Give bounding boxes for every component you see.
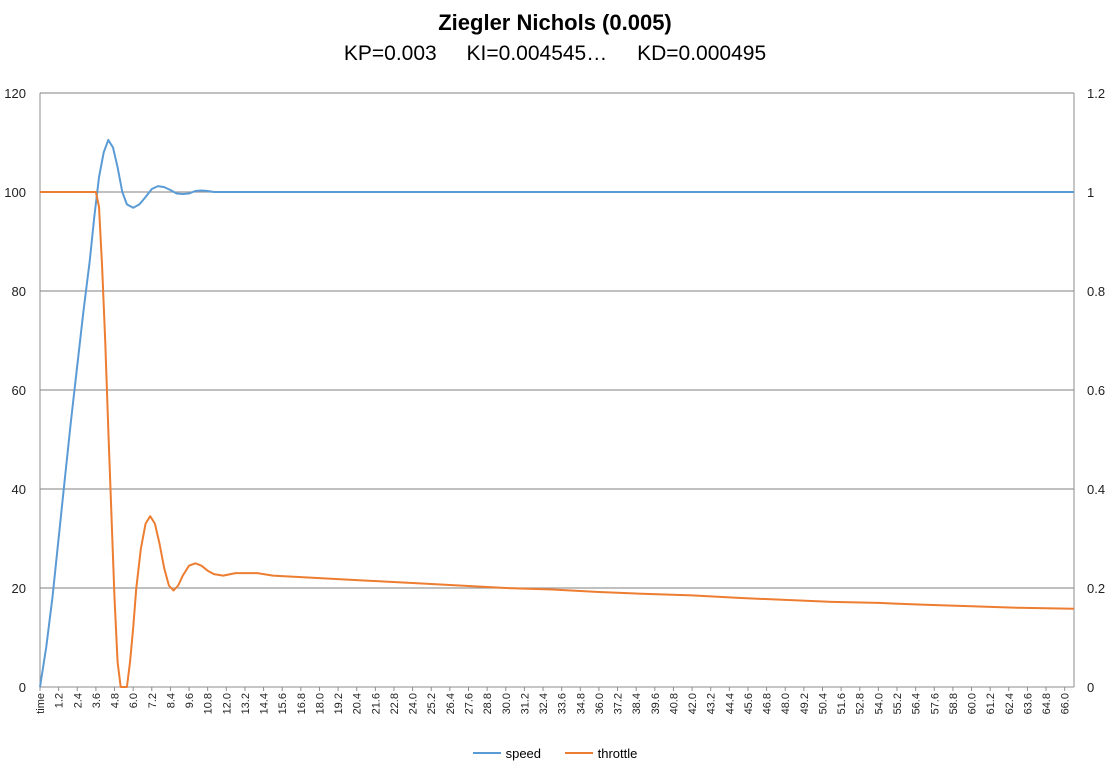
y-right-tick-label: 0.8 xyxy=(1087,284,1105,299)
x-tick-label: 49.2 xyxy=(799,693,811,714)
x-tick-label: 26.4 xyxy=(445,693,457,714)
legend: speed throttle xyxy=(0,742,1110,761)
series-line-throttle xyxy=(40,191,1075,688)
x-tick-label: 15.6 xyxy=(277,693,289,714)
chart-subtitle: KP=0.003 KI=0.004545… KD=0.000495 xyxy=(0,42,1110,66)
x-tick-label: 20.4 xyxy=(352,693,364,714)
x-tick-label: 24.0 xyxy=(408,693,420,714)
x-tick-label: 30.0 xyxy=(501,693,513,714)
y-axis-right: 0 0.2 0.4 0.6 0.8 1 1.2 xyxy=(1087,86,1105,695)
x-tick-label: 32.4 xyxy=(538,693,550,714)
x-tick-label: 52.8 xyxy=(855,693,867,714)
y-right-tick-label: 0.2 xyxy=(1087,581,1105,596)
x-tick-label: 58.8 xyxy=(948,693,960,714)
x-tick-label: 22.8 xyxy=(389,693,401,714)
series-layer xyxy=(39,139,1075,688)
x-axis: time 1.2 2.4 3.6 4.8 6.0 7.2 8.4 9.6 10.8 12.0 13.2… xyxy=(35,687,1072,714)
x-tick-label: 3.6 xyxy=(91,693,103,708)
legend-swatch-throttle xyxy=(564,752,593,754)
legend-swatch-speed xyxy=(472,752,501,754)
y-right-tick-label: 0 xyxy=(1087,680,1094,695)
x-tick-label: 34.8 xyxy=(575,693,587,714)
legend-label-throttle: throttle xyxy=(597,745,638,761)
x-tick-label: 46.8 xyxy=(762,693,774,714)
x-tick-label: 12.0 xyxy=(221,693,233,714)
x-tick-label: 28.8 xyxy=(482,693,494,714)
x-tick-label: 19.2 xyxy=(333,693,345,714)
x-tick-label: 60.0 xyxy=(967,693,979,714)
x-tick-label: 55.2 xyxy=(892,693,904,714)
x-tick-label: 57.6 xyxy=(929,693,941,714)
x-tick-label: 40.8 xyxy=(668,693,680,714)
y-axis-left: 0 20 40 60 80 100 120 xyxy=(4,86,26,695)
y-left-tick-label: 20 xyxy=(12,581,26,596)
x-tick-label: 18.0 xyxy=(314,693,326,714)
x-tick-label: 10.8 xyxy=(203,693,215,714)
x-tick-label: 48.0 xyxy=(780,693,792,714)
x-tick-label: 45.6 xyxy=(743,693,755,714)
x-tick-label: 66.0 xyxy=(1060,693,1072,714)
x-tick-label: 43.2 xyxy=(706,693,718,714)
x-tick-label: 21.6 xyxy=(370,693,382,714)
x-tick-label: 13.2 xyxy=(240,693,252,714)
x-tick-label: 31.2 xyxy=(519,693,531,714)
y-left-tick-label: 60 xyxy=(12,383,26,398)
x-tick-label: 54.0 xyxy=(873,693,885,714)
x-tick-label: time xyxy=(35,693,47,714)
x-tick-label: 62.4 xyxy=(1004,693,1016,714)
x-tick-label: 38.4 xyxy=(631,693,643,714)
x-tick-label: 14.4 xyxy=(259,693,271,714)
x-tick-label: 56.4 xyxy=(911,693,923,714)
legend-item-throttle: throttle xyxy=(564,745,638,761)
x-tick-label: 64.8 xyxy=(1041,693,1053,714)
series-line-speed xyxy=(39,139,1074,688)
x-tick-label: 25.2 xyxy=(426,693,438,714)
x-tick-label: 61.2 xyxy=(985,693,997,714)
y-right-tick-label: 1.2 xyxy=(1087,86,1105,101)
line-chart: 0 20 40 60 80 100 120 0 0.2 0.4 0.6 0.8 1 1.2 time 1.… xyxy=(4,86,1105,714)
kd-value: KD=0.000495 xyxy=(637,42,767,65)
ki-value: KI=0.004545… xyxy=(466,42,608,65)
x-tick-label: 1.2 xyxy=(54,693,66,708)
x-tick-label: 42.0 xyxy=(687,693,699,714)
x-tick-label: 8.4 xyxy=(165,693,177,708)
x-tick-label: 33.6 xyxy=(557,693,569,714)
x-tick-label: 4.8 xyxy=(110,693,122,708)
x-tick-label: 7.2 xyxy=(147,693,159,708)
x-tick-label: 63.6 xyxy=(1022,693,1034,714)
x-tick-label: 27.6 xyxy=(464,693,476,714)
x-tick-label: 2.4 xyxy=(72,693,84,708)
x-tick-label: 37.2 xyxy=(613,693,625,714)
x-tick-label: 50.4 xyxy=(817,693,829,714)
y-left-tick-label: 40 xyxy=(12,482,26,497)
x-tick-label: 44.4 xyxy=(724,693,736,714)
y-left-tick-label: 0 xyxy=(19,680,26,695)
kp-value: KP=0.003 xyxy=(343,42,437,65)
legend-item-speed: speed xyxy=(472,745,542,761)
x-tick-label: 36.0 xyxy=(594,693,606,714)
gridlines xyxy=(39,92,1075,688)
y-left-tick-label: 80 xyxy=(12,284,26,299)
x-tick-label: 16.8 xyxy=(296,693,308,714)
x-tick-label: 51.6 xyxy=(836,693,848,714)
chart-title: Ziegler Nichols (0.005) xyxy=(438,10,672,35)
y-right-tick-label: 1 xyxy=(1087,185,1094,200)
y-left-tick-label: 120 xyxy=(4,86,26,101)
x-tick-label: 9.6 xyxy=(184,693,196,708)
y-right-tick-label: 0.4 xyxy=(1087,482,1105,497)
x-tick-label: 39.6 xyxy=(650,693,662,714)
x-tick-label: 6.0 xyxy=(128,693,140,708)
y-left-tick-label: 100 xyxy=(4,185,26,200)
y-right-tick-label: 0.6 xyxy=(1087,383,1105,398)
legend-label-speed: speed xyxy=(505,745,542,761)
